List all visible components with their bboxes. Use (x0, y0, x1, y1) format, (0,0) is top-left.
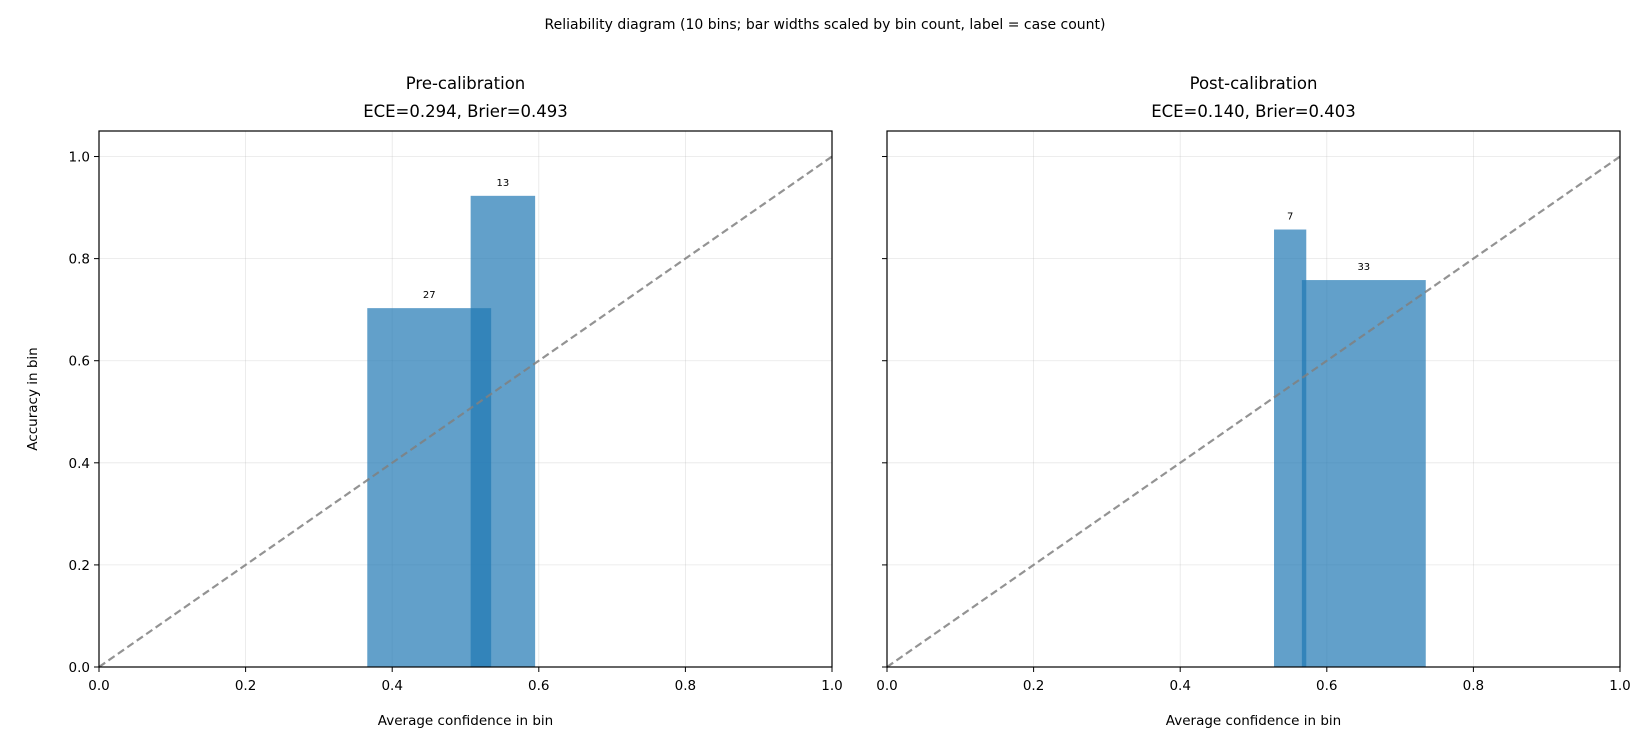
panel-2-xtick-label-3: 0.6 (1316, 678, 1337, 694)
panel-2-xtick-label-1: 0.2 (1023, 678, 1044, 694)
panel-1-frame (98, 130, 833, 668)
panel-2-title: Post-calibration (1190, 74, 1318, 93)
panel-1-xtick-label-2: 0.4 (381, 678, 402, 694)
panel-1-title: Pre-calibration (406, 74, 526, 93)
panel-1-subtitle: ECE=0.294, Brier=0.493 (363, 102, 568, 121)
panel-1-xtick-label-3: 0.6 (528, 678, 549, 694)
panel-2-bar-2-count: 33 (1357, 262, 1370, 273)
panel-1-bar-2-count: 13 (497, 178, 510, 189)
figure-suptitle: Reliability diagram (10 bins; bar widths… (545, 17, 1106, 33)
panel-2-xtick-label-4: 0.8 (1463, 678, 1484, 694)
panel-1-ylabel: Accuracy in bin (25, 347, 41, 450)
panel-1-xtick-label-0: 0.0 (88, 678, 109, 694)
panel-2-frame (886, 130, 1621, 668)
panel-1-bar-1-count: 27 (423, 290, 436, 301)
panel-1-ytick-label-1: 0.2 (69, 558, 90, 574)
panel-2-bar-1 (1274, 229, 1307, 667)
panel-1-ytick-label-4: 0.8 (69, 252, 90, 268)
panel-2-bar-1-count: 7 (1287, 212, 1293, 223)
panel-2-subtitle: ECE=0.140, Brier=0.403 (1151, 102, 1356, 121)
panel-2-xtick-label-2: 0.4 (1169, 678, 1190, 694)
panel-1-ytick-label-2: 0.4 (69, 456, 90, 472)
panel-2-diagonal (886, 155, 1621, 668)
panel-2-xlabel: Average confidence in bin (1166, 713, 1341, 729)
panel-1-xtick-label-4: 0.8 (675, 678, 696, 694)
panel-1-ytick-label-5: 1.0 (69, 150, 90, 166)
panel-1-ytick-label-3: 0.6 (69, 354, 90, 370)
panel-1-xtick-label-5: 1.0 (821, 678, 842, 694)
panel-1-ytick-label-0: 0.0 (69, 660, 90, 676)
panel-1-xtick-label-1: 0.2 (235, 678, 256, 694)
panel-1-xlabel: Average confidence in bin (378, 713, 553, 729)
panel-1-bar-2 (470, 195, 536, 667)
panel-2-bar-2 (1301, 280, 1426, 667)
panel-1-bar-1 (367, 308, 492, 667)
panel-2-xtick-label-5: 1.0 (1609, 678, 1630, 694)
panel-2-xtick-label-0: 0.0 (876, 678, 897, 694)
